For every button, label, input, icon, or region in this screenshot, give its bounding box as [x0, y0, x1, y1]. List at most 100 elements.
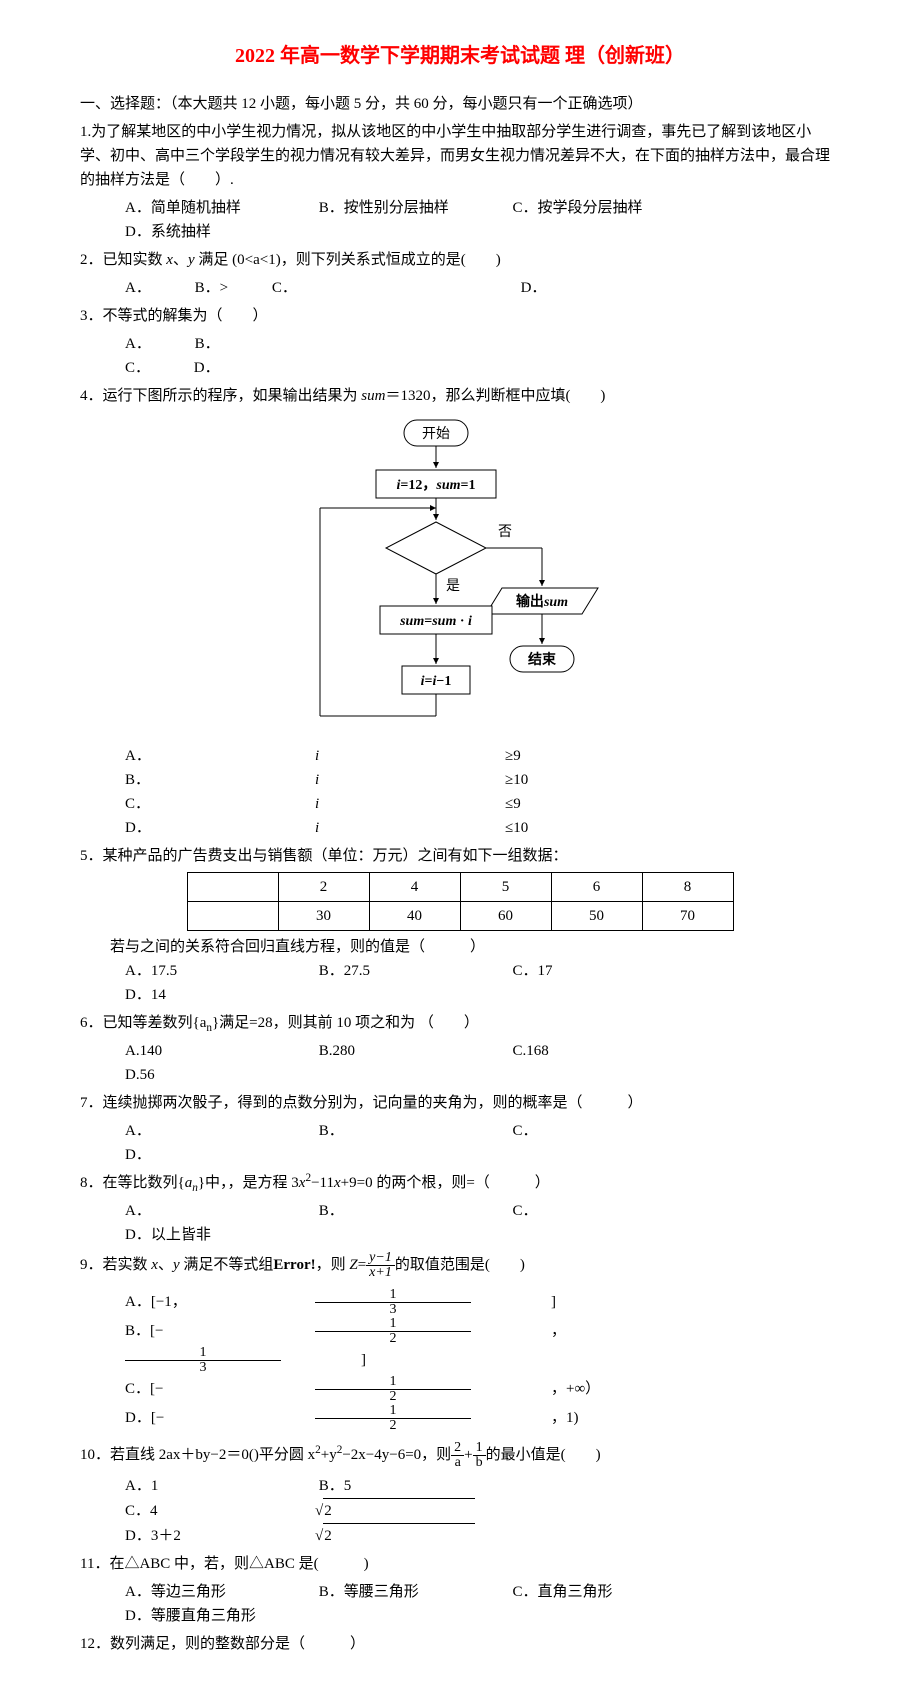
q5-C: C．17	[513, 959, 663, 983]
q9-C: C．[−12，+∞）	[125, 1375, 741, 1404]
q7-stem: 7．连续抛掷两次骰子，得到的点数分别为，记向量的夹角为，则的概率是（ ）	[80, 1095, 643, 1111]
q3-options-2: C． D．	[80, 356, 840, 380]
svg-text:i=i−1: i=i−1	[421, 674, 452, 689]
q11-stem: 11．在△ABC 中，若，则△ABC 是( )	[80, 1556, 369, 1572]
q2-D: D．	[521, 276, 547, 300]
q3-stem: 3．不等式的解集为（ ）	[80, 308, 268, 324]
q6-post: }满足=28，则其前 10 项之和为 （ ）	[212, 1015, 479, 1031]
q3-C: C．	[125, 356, 150, 380]
q9-error: Error!	[273, 1257, 315, 1273]
question-7: 7．连续抛掷两次骰子，得到的点数分别为，记向量的夹角为，则的概率是（ ）	[80, 1091, 840, 1115]
q2-B: B．>	[195, 276, 228, 300]
q9-mid2: ，则	[316, 1257, 350, 1273]
q10-mid2: −2x−4y−6=0，则	[342, 1447, 451, 1463]
q8-pre: 8．在等比数列{	[80, 1175, 185, 1191]
question-2: 2．已知实数 x、y 满足 (0<a<1)，则下列关系式恒成立的是( )	[80, 248, 840, 272]
q6-pre: 6．已知等差数列{a	[80, 1015, 206, 1031]
section-heading: 一、选择题：（本大题共 12 小题，每小题 5 分，共 60 分，每小题只有一个…	[80, 92, 840, 116]
q4-sum: sum	[361, 388, 385, 404]
q9-B: B．[−12，13]	[125, 1317, 800, 1375]
q10-pre: 10．若直线 2ax＋by−2＝0()平分圆 x	[80, 1447, 315, 1463]
q3-D: D．	[194, 356, 220, 380]
question-4: 4．运行下图所示的程序，如果输出结果为 sum＝1320，那么判断框中应填( )	[80, 384, 840, 408]
q10-options: A．1 B．5 C．4√2 D．3＋2√2	[80, 1474, 840, 1548]
q1-D: D．系统抽样	[125, 220, 275, 244]
q9-mid1: 满足不等式组	[180, 1257, 274, 1273]
q10-mid1: +y	[321, 1447, 337, 1463]
q5-D: D．14	[125, 983, 275, 1007]
q12-stem: 12．数列满足，则的整数部分是（ ）	[80, 1636, 365, 1652]
question-6: 6．已知等差数列{an}满足=28，则其前 10 项之和为 （ ）	[80, 1011, 840, 1035]
q5-stem: 5．某种产品的广告费支出与销售额（单位：万元）之间有如下一组数据：	[80, 848, 568, 864]
q1-B: B．按性别分层抽样	[319, 196, 469, 220]
q8-options: A． B． C． D．以上皆非	[80, 1199, 840, 1247]
table-row: 2 4 5 6 8	[187, 873, 733, 902]
question-11: 11．在△ABC 中，若，则△ABC 是( )	[80, 1552, 840, 1576]
q6-A: A.140	[125, 1039, 275, 1063]
q2-C: C．	[272, 276, 297, 300]
svg-text:结束: 结束	[528, 651, 557, 668]
q7-A: A．	[125, 1119, 275, 1143]
q4-B: B．i≥10	[125, 768, 695, 792]
q10-A: A．1	[125, 1474, 275, 1498]
question-3: 3．不等式的解集为（ ）	[80, 304, 840, 328]
svg-text:开始: 开始	[422, 426, 450, 442]
q3-options-1: A． B．	[80, 332, 840, 356]
q5-sub: 若与之间的关系符合回归直线方程，则的值是（ ）	[80, 935, 840, 959]
q9-A: A．[−1，13]	[125, 1288, 741, 1317]
q5-options: A．17.5 B．27.5 C．17 D．14	[80, 959, 840, 1007]
q8-B: B．	[319, 1199, 469, 1223]
q7-D: D．	[125, 1143, 275, 1167]
flowchart: 开始 i=12，sum=1 否 输出sum 结束 是 sum=sum · i i…	[280, 416, 640, 736]
q10-D: D．3＋2√2	[125, 1523, 555, 1548]
q2-pre: 2．已知实数	[80, 252, 166, 268]
q3-A: A．	[125, 332, 151, 356]
q4-post: ＝1320，那么判断框中应填( )	[385, 388, 605, 404]
q10-plus: +	[464, 1447, 472, 1463]
page-title: 2022 年高一数学下学期期末考试试题 理（创新班）	[80, 40, 840, 72]
q10-B: B．5	[319, 1474, 469, 1498]
q8-post: }中，，是方程 3	[198, 1175, 299, 1191]
q1-options: A．简单随机抽样 B．按性别分层抽样 C．按学段分层抽样 D．系统抽样	[80, 196, 840, 244]
flow-start: 开始	[422, 426, 450, 442]
q5-A: A．17.5	[125, 959, 275, 983]
q8-mid: −11	[311, 1175, 334, 1191]
q6-B: B.280	[319, 1039, 469, 1063]
q9-pre: 9．若实数	[80, 1257, 151, 1273]
q8-C: C．	[513, 1199, 663, 1223]
table-row: 30 40 60 50 70	[187, 902, 733, 931]
q6-options: A.140 B.280 C.168 D.56	[80, 1039, 840, 1087]
svg-text:否: 否	[498, 525, 512, 540]
q11-C: C．直角三角形	[513, 1580, 663, 1604]
q5-table: 2 4 5 6 8 30 40 60 50 70	[187, 872, 734, 931]
q6-C: C.168	[513, 1039, 663, 1063]
svg-text:i=12，sum=1: i=12，sum=1	[397, 478, 476, 493]
question-10: 10．若直线 2ax＋by−2＝0()平分圆 x2+y2−2x−4y−6=0，则…	[80, 1441, 840, 1470]
q7-B: B．	[319, 1119, 469, 1143]
q8-end: +9=0 的两个根，则=（ ）	[341, 1175, 550, 1191]
q2-options: A． B．> C． D．	[80, 276, 840, 300]
q9-options: A．[−1，13] B．[−12，13] C．[−12，+∞） D．[−12，1…	[80, 1288, 840, 1433]
q1-stem: 1.为了解某地区的中小学生视力情况，拟从该地区的中小学生中抽取部分学生进行调查，…	[80, 124, 830, 188]
q11-B: B．等腰三角形	[319, 1580, 469, 1604]
q1-C: C．按学段分层抽样	[513, 196, 663, 220]
question-8: 8．在等比数列{an}中，，是方程 3x2−11x+9=0 的两个根，则=（ ）	[80, 1171, 840, 1195]
q10-post: 的最小值是( )	[486, 1447, 601, 1463]
q8-A: A．	[125, 1199, 275, 1223]
q9-post: 的取值范围是( )	[395, 1257, 525, 1273]
q3-B: B．	[195, 332, 220, 356]
question-1: 1.为了解某地区的中小学生视力情况，拟从该地区的中小学生中抽取部分学生进行调查，…	[80, 120, 840, 192]
q4-D: D．i≤10	[125, 816, 695, 840]
q4-options: A．i≥9 B．i≥10 C．i≤9 D．i≤10	[80, 744, 840, 840]
q4-pre: 4．运行下图所示的程序，如果输出结果为	[80, 388, 361, 404]
q6-D: D.56	[125, 1063, 275, 1087]
q5-B: B．27.5	[319, 959, 469, 983]
q4-A: A．i≥9	[125, 744, 695, 768]
q11-options: A．等边三角形 B．等腰三角形 C．直角三角形 D．等腰直角三角形	[80, 1580, 840, 1628]
q7-C: C．	[513, 1119, 663, 1143]
q8-D: D．以上皆非	[125, 1223, 275, 1247]
question-5: 5．某种产品的广告费支出与销售额（单位：万元）之间有如下一组数据：	[80, 844, 840, 868]
q7-options: A． B． C． D．	[80, 1119, 840, 1167]
q2-post: 满足 (0<a<1)，则下列关系式恒成立的是( )	[195, 252, 501, 268]
q1-A: A．简单随机抽样	[125, 196, 275, 220]
